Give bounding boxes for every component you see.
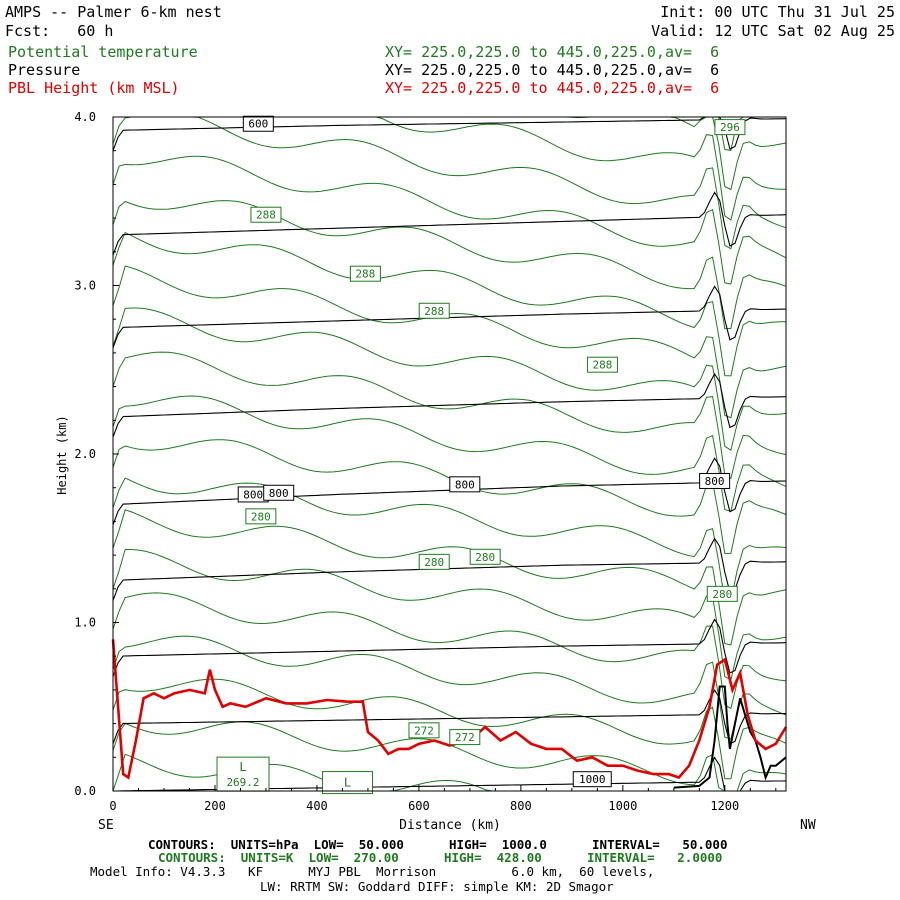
- x-axis-label: Distance (km): [399, 818, 501, 833]
- pressure-label-800: 800: [705, 475, 725, 488]
- theta-label-280-box: [245, 508, 277, 525]
- theta-label-272: 272: [414, 724, 434, 737]
- theta-contour-line: [112, 231, 787, 377]
- field-xy-theta: XY= 225.0,225.0 to 445.0,225.0,av= 6: [385, 43, 720, 61]
- theta-label-296-box: [714, 119, 746, 136]
- x-left-direction: SE: [98, 818, 114, 833]
- theta-contour-line: [112, 155, 787, 285]
- pressure-contour-650: [112, 191, 787, 256]
- field-name-pressure: Pressure: [8, 61, 81, 79]
- pressure-contour-600: [112, 116, 787, 151]
- theta-label-280: 280: [712, 588, 732, 601]
- pressure-label-800-box: [263, 484, 295, 501]
- theta-label-288: 288: [593, 359, 613, 372]
- pressure-contour-750: [112, 372, 787, 438]
- pressure-label-800-box: [699, 472, 731, 489]
- x-tick-label-200: 200: [204, 799, 226, 813]
- theta-label-272-box: [449, 729, 481, 746]
- valid-time: Valid: 12 UTC Sat 02 Aug 25: [651, 22, 895, 40]
- x-tick-label-1200: 1200: [710, 799, 739, 813]
- theta-contour-line: [112, 351, 787, 480]
- low-marker-letter: L: [344, 776, 351, 790]
- theta-contour-line: [112, 549, 787, 681]
- y-tick-label-2: 2.0: [74, 447, 96, 461]
- theta-contour-line: [112, 592, 787, 710]
- low-marker-box: [322, 771, 374, 795]
- y-tick-label-4: 4.0: [74, 110, 96, 124]
- theta-contour-line: [112, 116, 787, 250]
- theta-label-280: 280: [251, 510, 271, 523]
- pressure-label-600: 600: [248, 118, 268, 131]
- low-marker-box: [216, 756, 270, 792]
- pressure-label-800: 800: [243, 488, 263, 501]
- x-right-direction: NW: [800, 818, 816, 833]
- x-tick-label-400: 400: [306, 799, 328, 813]
- theta-label-288-box: [250, 206, 282, 223]
- x-tick-label-600: 600: [408, 799, 430, 813]
- pressure-label-600-box: [242, 115, 274, 132]
- theta-label-288: 288: [355, 268, 375, 281]
- pressure-label-1000: 1000: [579, 773, 606, 786]
- theta-label-288: 288: [424, 305, 444, 318]
- theta-contour-line: [112, 509, 787, 646]
- low-marker-letter: L: [239, 760, 246, 774]
- pressure-label-1000-box: [572, 771, 612, 788]
- theta-label-280-box: [469, 548, 501, 565]
- y-tick-label-0: 0.0: [74, 784, 96, 798]
- pressure-contour-950: [112, 689, 787, 745]
- theta-contour-line: [112, 307, 787, 452]
- pressure-label-800-box: [449, 476, 481, 493]
- theta-label-272-box: [408, 722, 440, 739]
- forecast-hour: Fcst: 60 h: [5, 22, 114, 40]
- footer-theta-contours: CONTOURS: UNITS=K LOW= 270.00 HIGH= 428.…: [158, 850, 723, 865]
- theta-label-288-box: [418, 302, 450, 319]
- theta-label-280-box: [418, 553, 450, 570]
- theta-label-272: 272: [455, 731, 475, 744]
- theta-contour-line: [112, 635, 787, 740]
- theta-contour-line: [112, 395, 787, 512]
- theta-label-280-box: [706, 585, 738, 602]
- terrain-line: [673, 685, 787, 789]
- chart-title: AMPS -- Palmer 6-km nest: [5, 3, 222, 21]
- theta-label-288-box: [349, 265, 381, 282]
- theta-contour-line: [112, 477, 787, 602]
- low-marker-value: 269.2: [226, 776, 259, 789]
- field-xy-pressure: XY= 225.0,225.0 to 445.0,225.0,av= 6: [385, 61, 720, 79]
- x-tick-label-0: 0: [109, 799, 116, 813]
- footer-model-info: Model Info: V4.3.3 KF MYJ PBL Morrison 6…: [90, 864, 655, 879]
- pbl-height-line: [111, 639, 788, 780]
- pressure-contour-900: [112, 618, 787, 677]
- footer-pressure-contours: CONTOURS: UNITS=hPa LOW= 50.000 HIGH= 10…: [148, 837, 728, 852]
- x-tick-label-800: 800: [510, 799, 532, 813]
- theta-label-280: 280: [424, 556, 444, 569]
- y-tick-label-1: 1.0: [74, 616, 96, 630]
- theta-contour-line: [112, 200, 787, 330]
- theta-label-288: 288: [256, 209, 276, 222]
- field-name-pbl: PBL Height (km MSL): [8, 79, 180, 97]
- y-tick-label-3: 3.0: [74, 279, 96, 293]
- field-name-theta: Potential temperature: [8, 43, 198, 61]
- pressure-label-800: 800: [269, 487, 289, 500]
- footer-model-physics: LW: RRTM SW: Goddard DIFF: simple KM: 2D…: [260, 879, 614, 894]
- theta-label-288-box: [586, 356, 618, 373]
- y-axis-label: Height (km): [55, 415, 69, 494]
- field-xy-pbl: XY= 225.0,225.0 to 445.0,225.0,av= 6: [385, 79, 720, 97]
- pressure-label-800: 800: [455, 478, 475, 491]
- init-time: Init: 00 UTC Thu 31 Jul 25: [660, 3, 895, 21]
- theta-contour-line: [113, 116, 787, 221]
- theta-label-296: 296: [720, 121, 740, 134]
- theta-contour-line: [112, 678, 787, 780]
- x-tick-label-1000: 1000: [608, 799, 637, 813]
- theta-label-280: 280: [475, 551, 495, 564]
